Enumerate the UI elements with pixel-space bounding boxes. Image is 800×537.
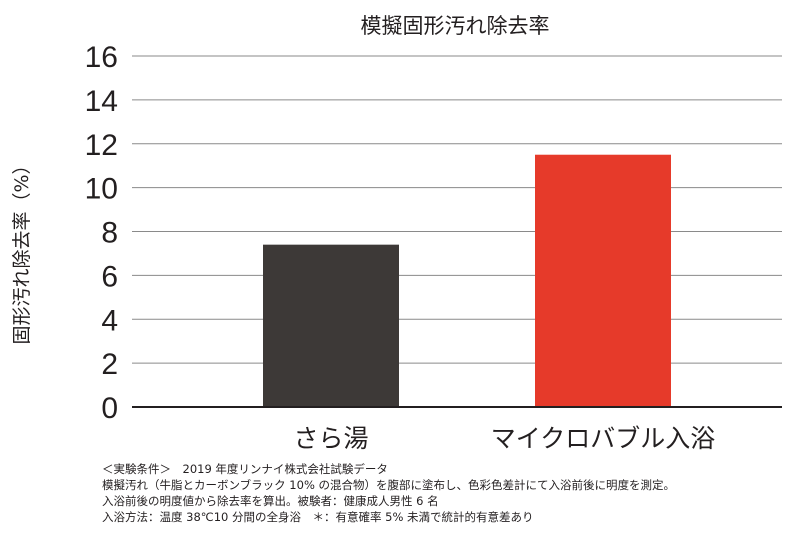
y-tick-label: 12 [85,129,118,162]
chart-title: 模擬固形汚れ除去率 [361,14,550,38]
experiment-notes: ＜実験条件＞ 2019 年度リンナイ株式会社試験データ 模擬汚れ（牛脂とカーボン… [102,461,792,525]
bars [263,154,671,407]
y-tick-label: 14 [85,85,118,118]
bar-2 [535,154,671,407]
y-tick-label: 4 [101,304,118,337]
x-tick-label: さら湯 [293,424,368,453]
notes-line-4: 入浴方法：温度 38℃10 分間の全身浴 ＊：有意確率 5% 未満で統計的有意差… [102,510,534,524]
y-tick-label: 8 [101,217,118,250]
notes-line-1: ＜実験条件＞ 2019 年度リンナイ株式会社試験データ [102,462,388,476]
gridlines [132,55,782,364]
notes-line-2: 模擬汚れ（牛脂とカーボンブラック 10% の混合物）を腹部に塗布し、色彩色差計に… [102,478,676,492]
x-tick-labels: さら湯 マイクロバブル入浴 [293,424,715,453]
y-tick-label: 10 [85,173,118,206]
bar-1 [263,244,399,407]
y-tick-label: 2 [101,348,118,381]
bar-chart: 模擬固形汚れ除去率 固形汚れ除去率（%） 0 2 4 6 8 10 12 14 16 さら湯 マイ… [11,14,782,453]
y-tick-label: 16 [85,41,118,74]
x-tick-label: マイクロバブル入浴 [491,424,716,453]
notes-line-3: 入浴前後の明度値から除去率を算出。被験者：健康成人男性 6 名 [102,494,439,508]
y-tick-label: 0 [101,392,118,425]
y-axis-label: 固形汚れ除去率（%） [11,155,33,344]
y-tick-label: 6 [101,260,118,293]
y-tick-labels: 0 2 4 6 8 10 12 14 16 [85,41,118,425]
